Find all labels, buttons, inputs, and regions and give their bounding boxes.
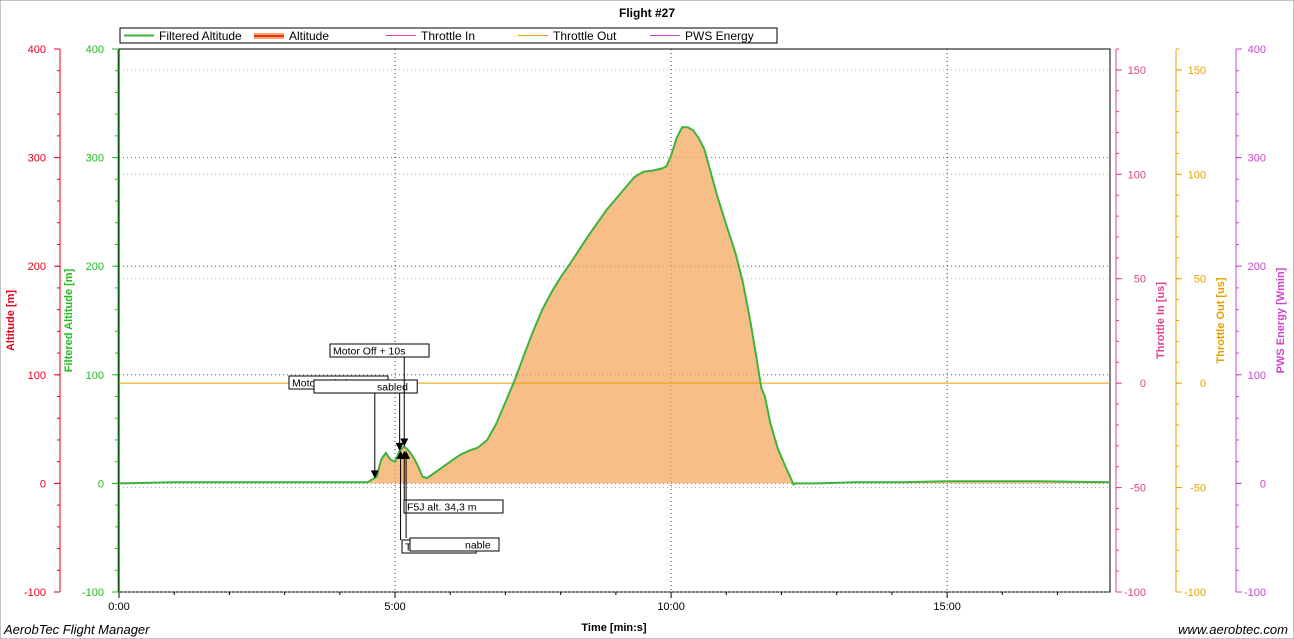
annotation-label: F5J alt. 34,3 m	[407, 502, 477, 514]
tick-label: 100	[1188, 169, 1206, 181]
tick-label: 0	[40, 478, 46, 490]
legend-label: Throttle In	[421, 29, 475, 43]
legend: Filtered Altitude Altitude Throttle In Thro…	[119, 27, 778, 44]
legend-item: PWS Energy	[650, 29, 754, 43]
altitude-area	[119, 127, 1110, 485]
legend-item: Throttle In	[386, 29, 475, 43]
tick-label: -100	[82, 587, 104, 599]
tick-label: 300	[1248, 153, 1266, 165]
annotation-box	[329, 343, 430, 358]
annotation-marker: sabled	[313, 379, 418, 451]
tick-label: 400	[28, 44, 46, 56]
legend-item: Throttle Out	[518, 29, 617, 43]
annotations: Motor switch OnsabledMotor Off + 10sF5J …	[288, 343, 504, 554]
annotation-label: nable	[465, 540, 491, 552]
tick-label: 100	[28, 370, 46, 382]
axis-label: Altitude [m]	[5, 290, 17, 351]
tick-label: 100	[1128, 169, 1146, 181]
tick-label: -50	[1130, 483, 1146, 495]
tick-label: 300	[28, 153, 46, 165]
grid-lines	[119, 49, 1110, 593]
tick-label: -50	[1190, 483, 1206, 495]
tick-label: 50	[1194, 274, 1206, 286]
tick-label: 200	[1248, 261, 1266, 273]
legend-label: Altitude	[289, 29, 329, 43]
tick-label: 0:00	[108, 601, 129, 613]
axis-label: Throttle Out [us]	[1215, 277, 1227, 363]
axes: -100 0 100 200 300 400 Altitude [m] -100 0 100 200…	[5, 44, 1287, 613]
footer-app-name: AerobTec Flight Manager	[4, 622, 150, 637]
tick-label: 200	[28, 261, 46, 273]
tick-label: 0	[98, 478, 104, 490]
legend-item: Altitude	[254, 29, 329, 43]
filtered-altitude-line	[118, 126, 1111, 486]
axis-time: 0:00 5:00 10:00 15:00	[108, 592, 1059, 613]
tick-label: 10:00	[657, 601, 685, 613]
annotation-box	[409, 537, 500, 552]
axis-label: PWS Energy [Wmin]	[1275, 267, 1287, 373]
legend-item: Filtered Altitude	[124, 29, 242, 43]
tick-label: 0	[1200, 378, 1206, 390]
annotation-box	[403, 499, 504, 514]
tick-label: -100	[1244, 587, 1266, 599]
annotation-marker: nable	[402, 450, 500, 552]
annotation-arrow	[395, 442, 404, 451]
annotation-marker: Motor Off + 10s	[329, 343, 430, 447]
tick-label: 200	[86, 261, 104, 273]
axis-label: Filtered Altitude [m]	[63, 268, 75, 372]
legend-box	[119, 27, 778, 44]
annotation-label: sabled	[377, 382, 408, 394]
annotation-arrow	[370, 470, 379, 479]
tick-label: 300	[86, 153, 104, 165]
tick-label: 150	[1188, 65, 1206, 77]
tick-label: 100	[1248, 370, 1266, 382]
legend-label: Filtered Altitude	[159, 29, 242, 43]
axis-altitude: -100 0 100 200 300 400 Altitude [m]	[5, 44, 61, 599]
annotation-box	[313, 379, 418, 394]
annotation-arrow	[402, 450, 411, 459]
axis-label: Throttle In [us]	[1155, 282, 1167, 359]
tick-label: -100	[1184, 587, 1206, 599]
annotation-label: Motor Off + 10s	[333, 346, 405, 358]
axis-throttle-out: -100 -50 0 50 100 150 Throttle Out [us]	[1175, 48, 1227, 599]
footer-website: www.aerobtec.com	[1178, 622, 1288, 637]
annotation-arrow	[396, 450, 405, 459]
axis-pws-energy: -100 0 100 200 300 400 PWS Energy [Wmin]	[1235, 44, 1287, 599]
annotation-marker: F5J alt. 34,3 m	[400, 450, 504, 514]
tick-label: 15:00	[933, 601, 961, 613]
annotation-arrow	[400, 438, 409, 447]
tick-label: 400	[86, 44, 104, 56]
tick-label: 100	[86, 370, 104, 382]
legend-label: PWS Energy	[685, 29, 754, 43]
tick-label: 0	[1260, 478, 1266, 490]
x-axis-label: Time [min:s]	[581, 622, 647, 634]
tick-label: 50	[1134, 274, 1146, 286]
chart-title: Flight #27	[619, 6, 675, 20]
axis-filtered-altitude: -100 0 100 200 300 400 Filtered Altitude [m]	[63, 44, 119, 599]
legend-label: Throttle Out	[553, 29, 617, 43]
series-layer	[118, 126, 1111, 486]
tick-label: 0	[1140, 378, 1146, 390]
tick-label: -100	[1124, 587, 1146, 599]
axis-throttle-in: -100 -50 0 50 100 150 Throttle In [us]	[1115, 48, 1167, 599]
tick-label: 5:00	[384, 601, 405, 613]
tick-label: 150	[1128, 65, 1146, 77]
tick-label: 400	[1248, 44, 1266, 56]
tick-label: -100	[24, 587, 46, 599]
